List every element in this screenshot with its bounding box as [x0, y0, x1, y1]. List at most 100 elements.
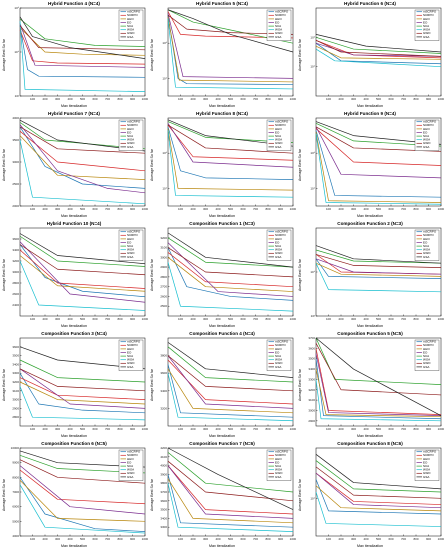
- x-tick-label: 800: [413, 97, 418, 101]
- chart-plot: 100 200 300 400 500 600 700 800 900 1000 10⁴ 10⁵ mSC…: [310, 7, 444, 101]
- x-tick-label: 200: [338, 427, 343, 431]
- legend-label: GSA: [423, 145, 429, 149]
- x-tick-label: 1000: [142, 97, 148, 101]
- series-line-woa: [19, 386, 146, 421]
- x-tick-label: 1000: [290, 427, 296, 431]
- y-tick-label: 3800: [160, 354, 167, 358]
- series-line-gwo: [19, 244, 146, 276]
- x-tick-label: 1000: [290, 97, 296, 101]
- series-line-eo: [167, 13, 294, 79]
- legend-label: SCA: [423, 24, 429, 28]
- chart-panel: Composition Function 1 (N=3) Max iteraliz…: [148, 220, 296, 330]
- series-line-sca: [19, 359, 146, 383]
- chart-plot: 100 200 300 400 500 600 700 800 900 1000 10⁴ mSCRPO…: [310, 447, 444, 541]
- series-line-gsa: [315, 34, 442, 53]
- y-tick-label: 2900: [308, 419, 315, 423]
- x-tick-label: 200: [42, 427, 47, 431]
- legend-label: SCA: [127, 464, 133, 468]
- legend-label: EO: [423, 20, 428, 24]
- legend-label: mSCRPO: [127, 120, 141, 124]
- chart-panel: Composition Function 6 (N=5) Max iteraliz…: [0, 440, 148, 550]
- legend-label: SCRPO: [127, 453, 138, 457]
- series-line-woa: [167, 483, 294, 532]
- series-line-scrpo: [167, 359, 294, 405]
- x-tick-label: 600: [240, 207, 245, 211]
- series-line-sca: [19, 454, 146, 474]
- y-tick-label: 2800: [12, 281, 19, 285]
- series-line-sca: [315, 249, 442, 264]
- x-tick-label: 700: [401, 207, 406, 211]
- x-tick-label: 600: [240, 427, 245, 431]
- x-tick-label: 700: [253, 207, 258, 211]
- x-tick-label: 200: [42, 317, 47, 321]
- series-line-scrpo: [167, 11, 294, 39]
- y-tick-label: 2400: [12, 303, 19, 307]
- series-line-scrpo: [315, 128, 442, 166]
- chart-panel: Hybrid Function 8 (N=4) Max iteralization…: [148, 110, 296, 220]
- legend-label: SCA: [275, 464, 281, 468]
- series-line-gwo: [167, 124, 294, 154]
- x-tick-label: 100: [30, 317, 35, 321]
- x-tick-label: 300: [203, 427, 208, 431]
- legend-label: EO: [423, 460, 428, 464]
- x-tick-label: 200: [190, 537, 195, 541]
- legend-label: EO: [275, 350, 280, 354]
- chart-title: Composition Function 1 (N=3): [189, 221, 255, 226]
- legend-label: GSA: [423, 365, 429, 369]
- x-tick-label: 900: [278, 207, 283, 211]
- y-tick-label: 3200: [308, 388, 315, 392]
- legend-label: mSCRPO: [127, 340, 141, 344]
- x-tick-label: 500: [376, 207, 381, 211]
- x-tick-label: 1000: [142, 537, 148, 541]
- legend-label: GSA: [127, 35, 133, 39]
- chart-panel: Composition Function 2 (N=3) Max iteraliz…: [296, 220, 444, 330]
- chart-plot: 100 200 300 400 500 600 700 800 900 1000 2900 3000 3…: [308, 336, 444, 431]
- chart-title: Composition Function 7 (N=6): [189, 441, 255, 446]
- y-tick-label: 10⁴: [14, 50, 19, 54]
- series-line-woa: [315, 263, 442, 293]
- x-tick-label: 600: [388, 537, 393, 541]
- x-tick-label: 1000: [438, 207, 444, 211]
- x-tick-label: 200: [338, 317, 343, 321]
- series-line-hho: [19, 255, 146, 292]
- chart-plot: 100 200 300 400 500 600 700 800 900 1000 2400 2600 2…: [12, 227, 148, 321]
- x-tick-label: 900: [426, 537, 431, 541]
- series-line-gsa: [19, 346, 146, 370]
- x-tick-label: 700: [253, 97, 258, 101]
- legend-label: GSA: [275, 255, 281, 259]
- legend-label: GSA: [127, 145, 133, 149]
- series-line-scrpo: [19, 130, 146, 172]
- series-line-gwo: [315, 466, 442, 499]
- series-line-scrpo: [167, 252, 294, 288]
- legend-label: GWO: [275, 141, 283, 145]
- x-tick-label: 900: [130, 207, 135, 211]
- legend-label: EO: [275, 460, 280, 464]
- series-line-eo: [167, 465, 294, 519]
- series-line-hho: [167, 16, 294, 83]
- series-line-gwo: [315, 343, 442, 396]
- x-tick-label: 700: [105, 207, 110, 211]
- x-tick-label: 400: [67, 427, 72, 431]
- y-tick-label: 3000: [12, 270, 19, 274]
- series-line-gwo: [19, 25, 146, 51]
- legend-label: SCA: [275, 24, 281, 28]
- y-tick-label: 2700: [160, 285, 167, 289]
- legend-label: GWO: [275, 251, 283, 255]
- chart-plot: 100 200 300 400 500 600 700 800 900 1000 10³ 10⁴ mSC…: [310, 227, 444, 321]
- x-tick-label: 1000: [438, 317, 444, 321]
- x-tick-label: 500: [376, 537, 381, 541]
- x-tick-label: 800: [265, 207, 270, 211]
- chart-panel: Hybrid Function 10 (N=4) Max iteralizatio…: [0, 220, 148, 330]
- x-tick-label: 1000: [438, 537, 444, 541]
- y-tick-label: 7000: [12, 490, 19, 494]
- y-tick-label: 3500: [160, 508, 167, 512]
- x-tick-label: 600: [240, 317, 245, 321]
- legend-label: WOA: [275, 248, 282, 252]
- x-tick-label: 900: [130, 317, 135, 321]
- x-tick-label: 200: [338, 537, 343, 541]
- y-tick-label: 10⁶: [162, 151, 167, 155]
- x-tick-label: 800: [265, 97, 270, 101]
